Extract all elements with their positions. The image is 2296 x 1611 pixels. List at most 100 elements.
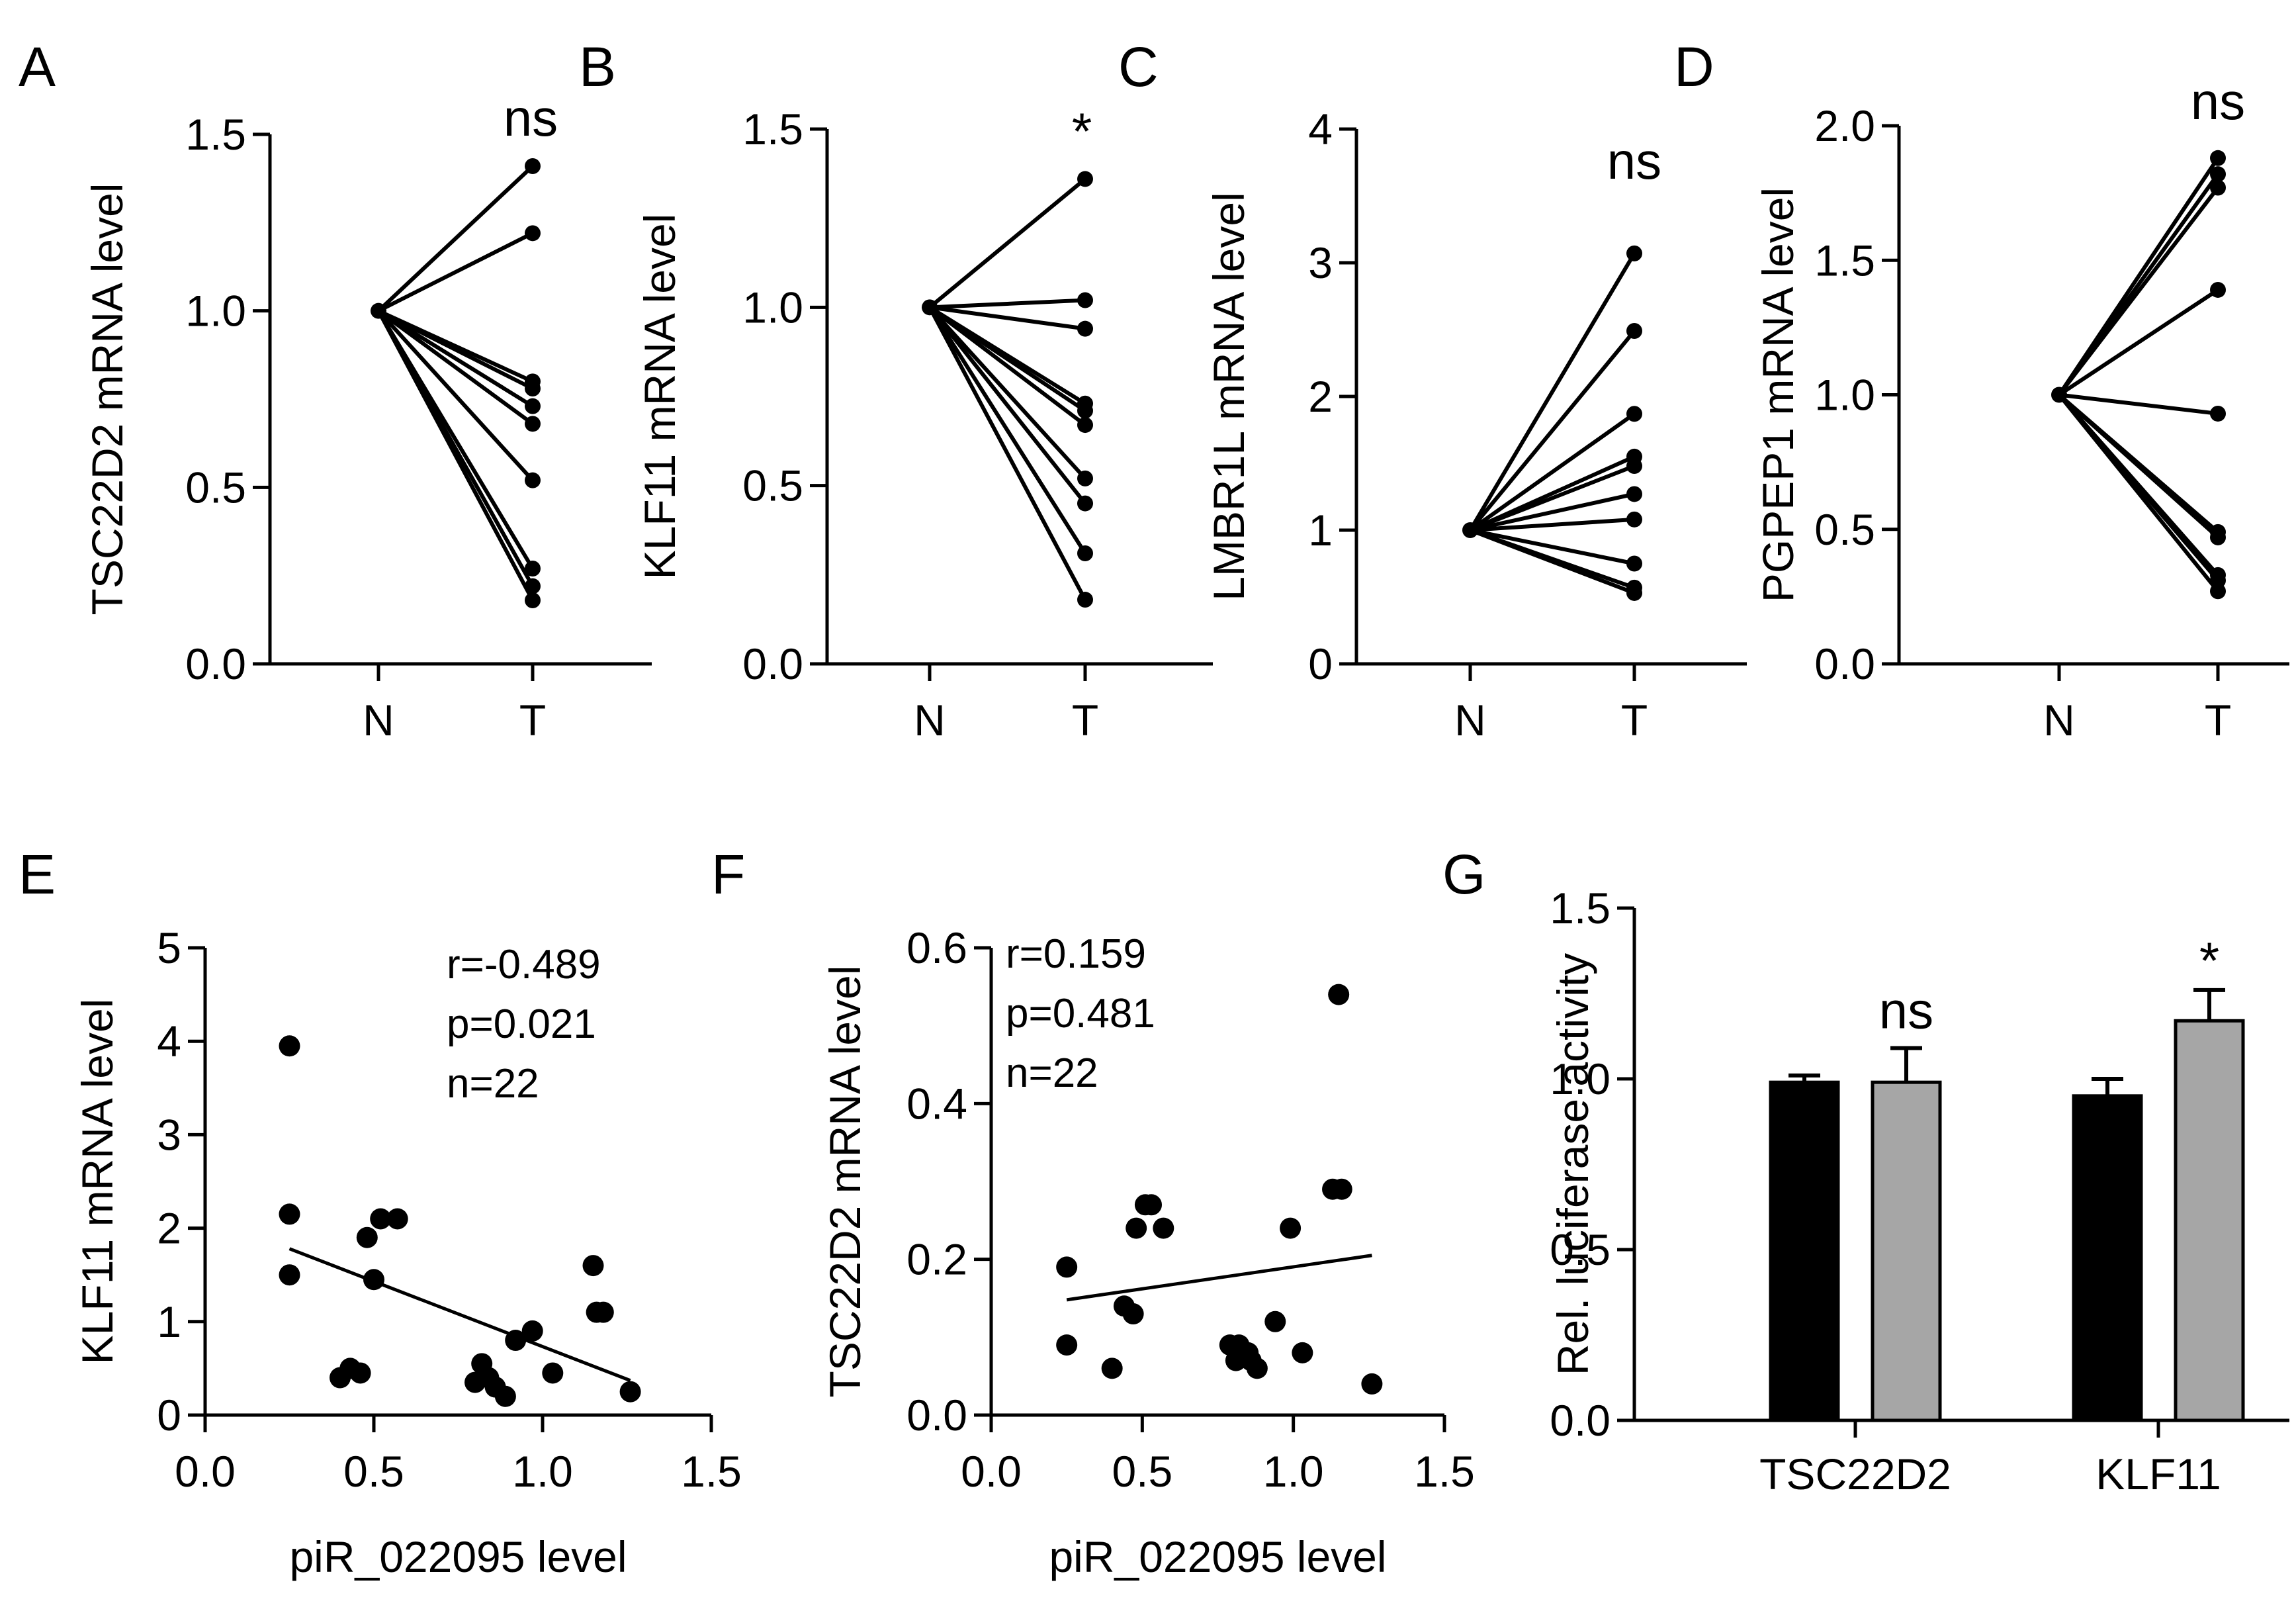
panel-label-B: B [579,36,616,98]
y-axis-C: 0 1 2 3 4 LMBR1L mRNA level [1204,105,1358,688]
scatter-point-F [1240,1350,1262,1371]
y-tick-label-A: 0.0 [185,639,246,688]
paired-line-C [1469,528,1636,595]
significance-label-G: * [2199,931,2219,990]
x-axis-label-F: piR_022095 level [1049,1532,1386,1581]
paired-line-A [377,309,534,408]
y-tick-label-G: 0.5 [1550,1225,1611,1274]
y-tick-label-C: 2 [1308,372,1333,421]
y-tick-label-C: 3 [1308,238,1333,287]
y-tick-label-G: 1.0 [1550,1054,1611,1103]
tumor-point-D [2210,405,2226,422]
x-tick-label-F: 1.5 [1414,1447,1475,1496]
x-tick-label-E: 0.5 [343,1447,404,1496]
scatter-point-F [1292,1342,1313,1363]
significance-label-D: ns [2191,72,2245,130]
y-tick-label-A: 0.5 [185,463,246,512]
x-tick-label-F: 1.0 [1263,1447,1324,1496]
tumor-point-C [1626,458,1642,475]
normal-point-C [1462,522,1478,538]
tumor-point-A [525,398,541,414]
stat-label-F: p=0.481 [1006,991,1155,1036]
y-tick-label-C: 0 [1308,639,1333,688]
scatter-point-F [1056,1334,1078,1356]
panel-label-C: C [1118,36,1159,98]
tumor-point-A [525,158,541,174]
x-tick-label-G: TSC22D2 [1759,1450,1951,1498]
significance-label-B: * [1072,102,1092,160]
paired-line-B [928,306,1087,555]
y-tick-label-E: 3 [157,1110,181,1159]
tumor-point-C [1626,486,1642,502]
tumor-point-C [1626,584,1642,601]
scatter-point-F [1141,1194,1163,1216]
tumor-point-D [2210,281,2226,298]
scatter-point-E [279,1264,300,1286]
bar-G-treated [2174,1019,2245,1422]
scatter-point-F [1331,1178,1352,1200]
tumor-point-B [1077,592,1093,608]
scatter-point-E [542,1362,564,1384]
scatter-point-E [279,1203,300,1225]
tumor-point-A [525,472,541,488]
paired-line-C [1468,252,1636,531]
y-axis-label-B: KLF11 mRNA level [635,214,684,580]
scatter-point-E [582,1255,604,1277]
y-axis-F: 0.0 0.2 0.4 0.6 TSC22D2 mRNA level [820,923,993,1440]
panel-label-E: E [19,843,56,905]
y-tick-label-D: 1.5 [1814,236,1875,285]
scatter-point-E [521,1320,543,1342]
normal-point-A [371,302,386,319]
x-tick-label-C: N [1454,696,1486,745]
paired-line-A [377,309,534,426]
paired-line-B [928,177,1086,309]
scatter-point-F [1122,1303,1144,1325]
y-tick-label-E: 2 [157,1204,181,1253]
panel-D: N Tns [1899,72,2289,745]
x-tick-label-E: 0.0 [175,1447,236,1496]
x-tick-label-G: KLF11 [2096,1450,2221,1498]
stat-label-E: n=22 [447,1061,539,1107]
stat-label-F: r=0.159 [1006,931,1146,977]
paired-line-A [377,308,534,391]
y-axis-label-A: TSC22D2 mRNA level [83,183,132,616]
scatter-point-E [356,1226,378,1248]
tumor-point-B [1077,292,1093,308]
scatter-point-F [1280,1217,1302,1239]
bar-G-control [2072,1094,2143,1422]
y-tick-label-F: 0.6 [906,923,967,972]
panel-G: TSC22D2 ns KLF11 * [1634,931,2289,1498]
y-axis-label-C: LMBR1L mRNA level [1204,192,1253,600]
regression-line-F [1066,1254,1372,1302]
y-tick-label-D: 0.5 [1814,505,1875,554]
tumor-point-A [525,592,541,608]
tumor-point-D [2210,179,2226,196]
tumor-point-D [2210,150,2226,166]
y-tick-label-F: 0.2 [906,1235,967,1284]
tumor-point-C [1626,511,1642,528]
y-tick-label-B: 1.5 [742,105,803,154]
y-tick-label-G: 0.0 [1550,1396,1611,1445]
y-axis-E: 0 1 2 3 4 5 KLF11 mRNA level [73,923,207,1440]
paired-line-B [929,298,1086,310]
bar-G-control [1769,1080,1840,1422]
stat-label-F: n=22 [1006,1050,1098,1096]
tumor-point-C [1626,555,1642,572]
y-axis-label-E: KLF11 mRNA level [73,999,122,1365]
scatter-point-E [592,1301,614,1323]
x-tick-label-B: T [1072,696,1098,745]
scatter-point-F [1264,1311,1286,1332]
paired-line-A [376,164,535,312]
y-tick-label-B: 0.0 [742,639,803,688]
tumor-point-B [1077,470,1093,486]
y-tick-label-B: 1.0 [742,283,803,332]
tumor-point-B [1077,417,1093,434]
y-tick-label-E: 4 [157,1017,181,1066]
tumor-point-B [1077,545,1093,562]
x-axis-label-E: piR_022095 level [289,1532,627,1581]
panel-label-F: F [711,843,745,905]
tumor-point-C [1626,323,1642,340]
paired-line-B [928,306,1087,601]
paired-line-A [377,231,534,313]
